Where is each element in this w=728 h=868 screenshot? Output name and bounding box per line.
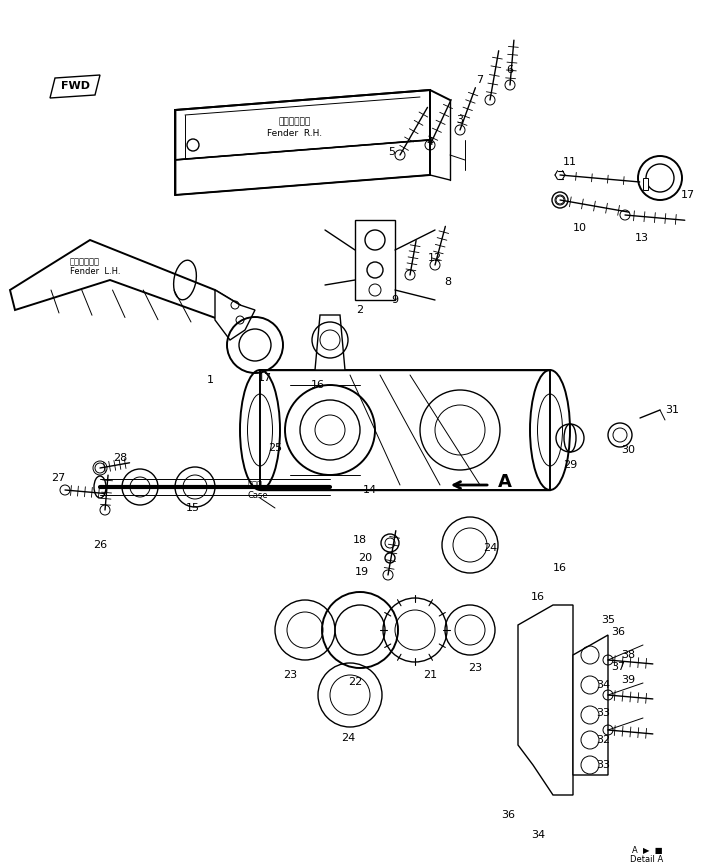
Text: 1: 1 (207, 375, 213, 385)
Text: A  ▶  ■: A ▶ ■ (632, 845, 662, 854)
Text: 36: 36 (611, 627, 625, 637)
Polygon shape (10, 240, 240, 325)
Text: A: A (498, 473, 512, 491)
Text: Detail A: Detail A (630, 856, 664, 865)
Text: 31: 31 (665, 405, 679, 415)
Text: 32: 32 (596, 735, 610, 745)
Text: 24: 24 (341, 733, 355, 743)
Text: FWD: FWD (60, 81, 90, 91)
Text: 34: 34 (596, 680, 610, 690)
Bar (260, 370, 550, 490)
Text: 11: 11 (563, 157, 577, 167)
Text: 4: 4 (427, 137, 434, 147)
Polygon shape (215, 290, 255, 340)
Text: 14: 14 (363, 485, 377, 495)
Text: 2: 2 (357, 305, 363, 315)
Polygon shape (315, 315, 345, 370)
Polygon shape (175, 90, 430, 160)
Text: 17: 17 (681, 190, 695, 200)
Text: 18: 18 (353, 535, 367, 545)
Text: 7: 7 (476, 75, 483, 85)
Text: 16: 16 (531, 592, 545, 602)
Text: 38: 38 (621, 650, 635, 660)
Text: 17: 17 (258, 373, 272, 383)
Text: 30: 30 (621, 445, 635, 455)
Text: 16: 16 (311, 380, 325, 390)
Text: 33: 33 (596, 708, 610, 718)
Polygon shape (573, 635, 608, 775)
Text: フェンダ　左: フェンダ 左 (70, 258, 100, 266)
Text: フェンダ　右: フェンダ 右 (279, 117, 311, 127)
Text: 24: 24 (483, 543, 497, 553)
Text: 37: 37 (611, 662, 625, 672)
Text: 6: 6 (507, 65, 513, 75)
Text: 15: 15 (186, 503, 200, 513)
Text: 12: 12 (428, 253, 442, 263)
Text: 3: 3 (456, 115, 464, 125)
Text: 35: 35 (601, 615, 615, 625)
Text: 34: 34 (531, 830, 545, 840)
Polygon shape (355, 220, 395, 300)
Text: 16: 16 (553, 563, 567, 573)
Text: 39: 39 (621, 675, 635, 685)
Text: 25: 25 (268, 443, 282, 453)
Text: 33: 33 (596, 760, 610, 770)
Text: 19: 19 (355, 567, 369, 577)
Text: 10: 10 (573, 223, 587, 233)
Text: 28: 28 (113, 453, 127, 463)
Text: 13: 13 (635, 233, 649, 243)
Text: 36: 36 (501, 810, 515, 820)
Text: 27: 27 (51, 473, 65, 483)
Text: 21: 21 (423, 670, 437, 680)
Text: 23: 23 (468, 663, 482, 673)
Text: 26: 26 (93, 540, 107, 550)
Text: 5: 5 (389, 147, 395, 157)
Text: 23: 23 (283, 670, 297, 680)
Polygon shape (175, 140, 430, 195)
Text: Fender  R.H.: Fender R.H. (267, 129, 323, 139)
Polygon shape (643, 178, 648, 190)
Text: Fender  L.H.: Fender L.H. (70, 267, 121, 277)
Text: 22: 22 (348, 677, 362, 687)
Text: 8: 8 (444, 277, 451, 287)
Text: Case: Case (248, 490, 269, 499)
Text: 29: 29 (563, 460, 577, 470)
Text: 9: 9 (392, 295, 398, 305)
Polygon shape (518, 605, 573, 795)
Polygon shape (50, 75, 100, 98)
Text: 20: 20 (358, 553, 372, 563)
Text: ケース: ケース (248, 481, 263, 490)
